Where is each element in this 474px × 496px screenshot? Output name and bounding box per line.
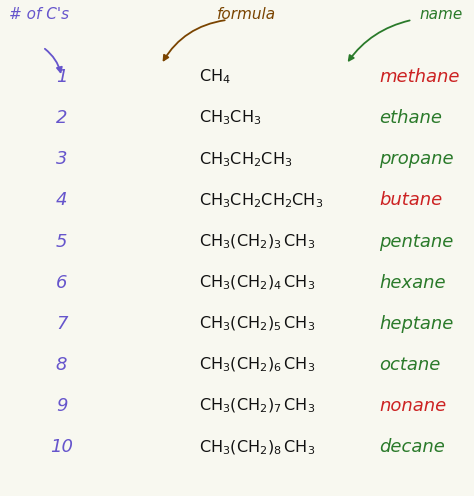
- Text: $\mathregular{CH_3(CH_2)_8\,CH_3}$: $\mathregular{CH_3(CH_2)_8\,CH_3}$: [199, 438, 315, 457]
- Text: methane: methane: [379, 68, 460, 86]
- Text: 6: 6: [56, 274, 67, 292]
- Text: $\mathregular{CH_3(CH_2)_3\,CH_3}$: $\mathregular{CH_3(CH_2)_3\,CH_3}$: [199, 232, 315, 251]
- Text: 8: 8: [56, 356, 67, 374]
- Text: 5: 5: [56, 233, 67, 250]
- Text: $\mathregular{CH_3CH_2CH_2CH_3}$: $\mathregular{CH_3CH_2CH_2CH_3}$: [199, 191, 323, 210]
- Text: octane: octane: [379, 356, 440, 374]
- Text: heptane: heptane: [379, 315, 454, 333]
- Text: formula: formula: [217, 7, 276, 22]
- Text: 3: 3: [56, 150, 67, 168]
- Text: $\mathregular{CH_3CH_3}$: $\mathregular{CH_3CH_3}$: [199, 109, 262, 127]
- Text: $\mathregular{CH_3(CH_2)_6\,CH_3}$: $\mathregular{CH_3(CH_2)_6\,CH_3}$: [199, 356, 315, 374]
- Text: $\mathregular{CH_3(CH_2)_5\,CH_3}$: $\mathregular{CH_3(CH_2)_5\,CH_3}$: [199, 314, 315, 333]
- Text: 1: 1: [56, 68, 67, 86]
- Text: name: name: [419, 7, 463, 22]
- Text: $\mathregular{CH_4}$: $\mathregular{CH_4}$: [199, 67, 231, 86]
- Text: $\mathregular{CH_3(CH_2)_4\,CH_3}$: $\mathregular{CH_3(CH_2)_4\,CH_3}$: [199, 273, 315, 292]
- Text: pentane: pentane: [379, 233, 454, 250]
- Text: $\mathregular{CH_3(CH_2)_7\,CH_3}$: $\mathregular{CH_3(CH_2)_7\,CH_3}$: [199, 397, 315, 416]
- Text: nonane: nonane: [379, 397, 447, 415]
- Text: 10: 10: [50, 438, 73, 456]
- Text: # of C's: # of C's: [9, 7, 70, 22]
- Text: 9: 9: [56, 397, 67, 415]
- Text: hexane: hexane: [379, 274, 446, 292]
- Text: 7: 7: [56, 315, 67, 333]
- Text: $\mathregular{CH_3CH_2CH_3}$: $\mathregular{CH_3CH_2CH_3}$: [199, 150, 292, 169]
- Text: decane: decane: [379, 438, 445, 456]
- Text: 2: 2: [56, 109, 67, 127]
- Text: butane: butane: [379, 191, 442, 209]
- Text: ethane: ethane: [379, 109, 442, 127]
- Text: propane: propane: [379, 150, 454, 168]
- Text: 4: 4: [56, 191, 67, 209]
